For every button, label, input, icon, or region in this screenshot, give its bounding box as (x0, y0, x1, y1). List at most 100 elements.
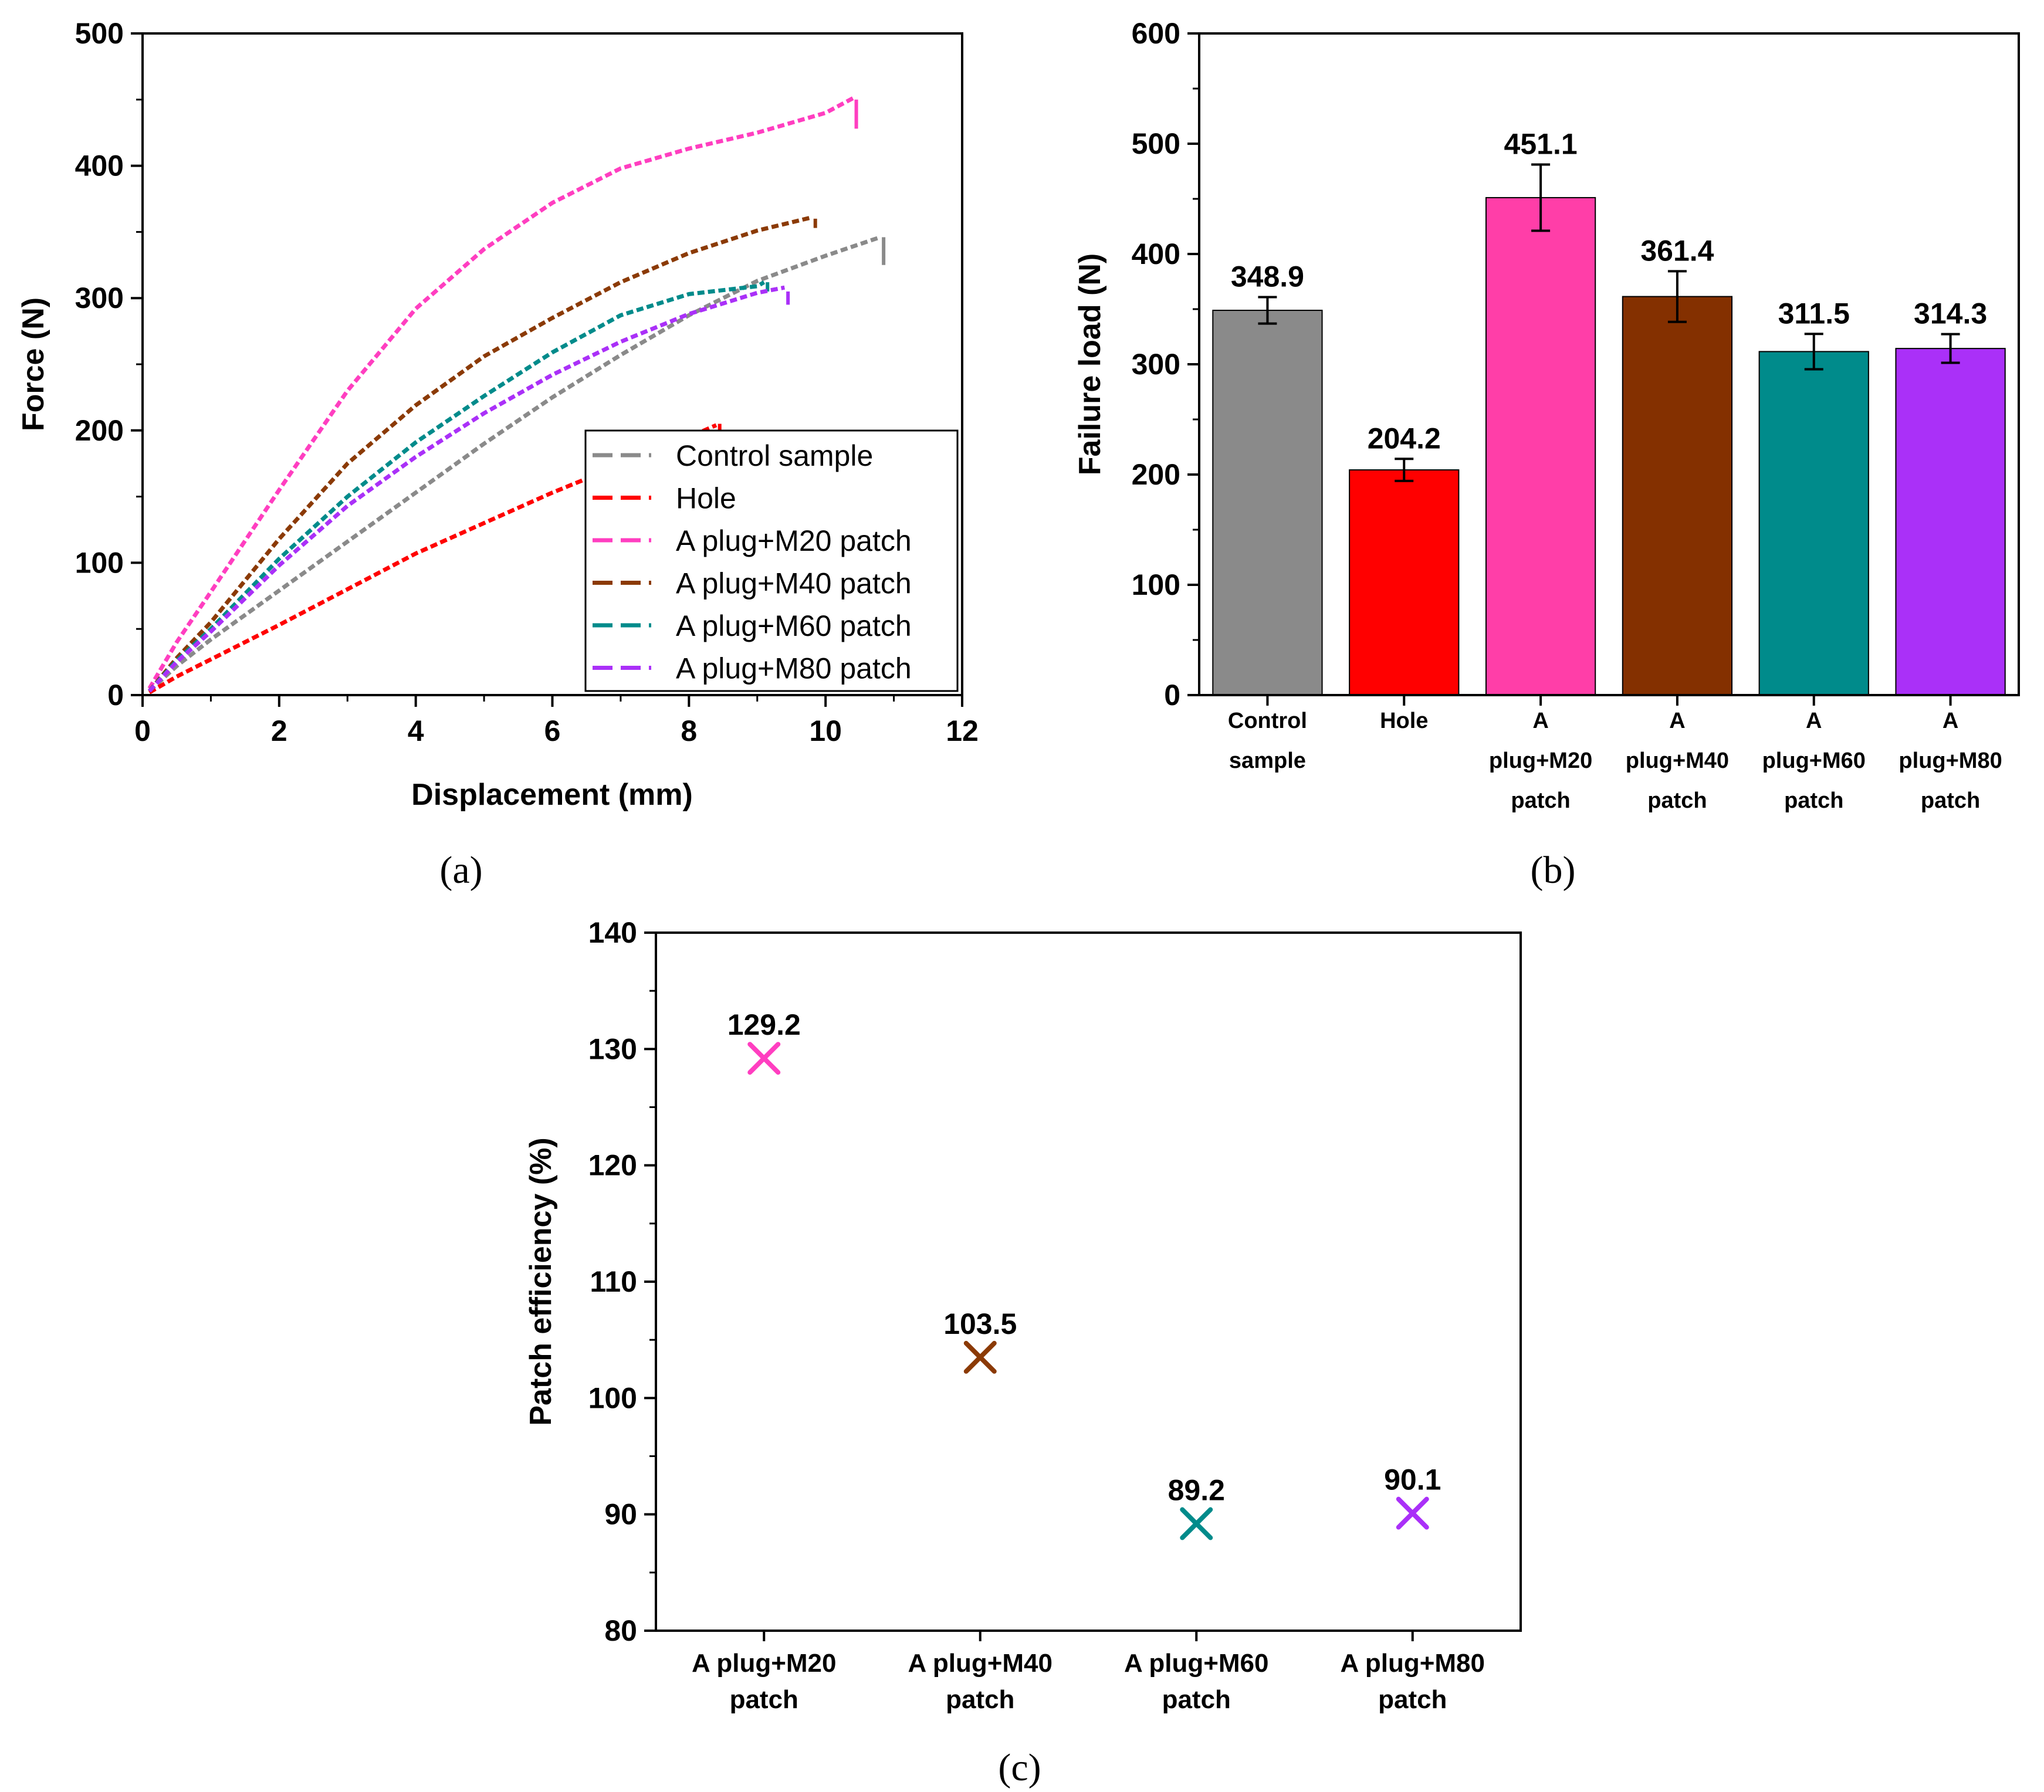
b-category-label: Hole (1380, 709, 1428, 733)
legend-label-3: A plug+M40 patch (676, 567, 912, 600)
bar-value-label-2: 451.1 (1504, 128, 1578, 161)
a-x-tick-label: 10 (809, 714, 842, 747)
b-category-label: A (1806, 709, 1822, 733)
b-y-tick-label: 200 (1132, 458, 1180, 491)
point-value-label-3: 90.1 (1384, 1464, 1441, 1496)
b-y-tick-label: 500 (1132, 127, 1180, 160)
bar-value-label-5: 314.3 (1914, 297, 1987, 330)
bar-value-label-4: 311.5 (1778, 297, 1850, 330)
panel-c-y-axis-title: Patch efficiency (%) (524, 1137, 558, 1425)
point-value-label-1: 103.5 (943, 1307, 1017, 1340)
a-x-tick-label: 4 (408, 714, 424, 747)
b-category-label: plug+M20 (1489, 748, 1592, 773)
c-category-label: A plug+M80 (1340, 1649, 1485, 1678)
x-marker-stroke (1180, 1507, 1213, 1540)
b-category-label: patch (1921, 788, 1980, 813)
legend-label-1: Hole (676, 482, 736, 515)
a-x-tick-label: 0 (134, 714, 151, 747)
panel-a-plot-frame (141, 32, 963, 696)
c-y-tick-label: 110 (590, 1265, 637, 1298)
series-line-2 (147, 96, 854, 690)
b-category-label: patch (1647, 788, 1707, 813)
c-category-label: patch (1162, 1685, 1231, 1714)
a-x-tick-label: 12 (946, 714, 979, 747)
a-x-tick-label: 8 (681, 714, 697, 747)
c-category-label: patch (946, 1685, 1014, 1714)
b-category-label: patch (1784, 788, 1843, 813)
b-category-label: A (1943, 709, 1958, 733)
a-y-tick-label: 0 (107, 679, 124, 712)
legend-label-5: A plug+M80 patch (676, 652, 912, 685)
a-y-tick-label: 400 (75, 150, 124, 182)
panel-c-scatter-chart: 129.2 103.5 89.2 90.1 80 90 100 110 120 130 140 A… (524, 916, 1522, 1789)
c-y-tick-label: 80 (604, 1614, 637, 1647)
x-marker-stroke (963, 1340, 997, 1374)
a-y-tick-label: 500 (75, 17, 124, 50)
series-line-1 (148, 423, 718, 695)
series-line-5 (148, 285, 785, 693)
c-y-tick-label: 140 (588, 916, 637, 949)
scatter-point-3 (1396, 1496, 1429, 1530)
x-marker-stroke (747, 1042, 781, 1075)
b-category-label: A (1669, 709, 1685, 733)
a-x-tick-label: 6 (544, 714, 561, 747)
c-y-tick-label: 100 (588, 1381, 637, 1414)
bar-value-label-3: 361.4 (1640, 234, 1714, 267)
panel-b-plot-frame (1198, 32, 2020, 696)
series-line-0 (148, 235, 881, 693)
bar-5 (1895, 348, 2006, 696)
a-y-tick-label: 200 (75, 414, 124, 447)
b-y-tick-label: 600 (1132, 17, 1180, 50)
c-y-tick-label: 130 (588, 1032, 637, 1065)
b-y-tick-label: 100 (1132, 568, 1180, 601)
b-category-label: plug+M60 (1762, 748, 1866, 773)
b-category-label: patch (1511, 788, 1570, 813)
bar-1 (1349, 469, 1460, 696)
b-category-label: sample (1229, 748, 1306, 773)
panel-b-y-axis-title: Failure load (N) (1073, 253, 1107, 475)
c-y-tick-label: 120 (588, 1149, 637, 1182)
panel-c-label: (c) (998, 1746, 1041, 1789)
panel-c-plot-frame (655, 931, 1522, 1632)
a-y-tick-label: 300 (75, 282, 124, 314)
a-y-tick-label: 100 (75, 546, 124, 579)
point-value-label-2: 89.2 (1168, 1474, 1225, 1507)
legend-box (584, 429, 959, 692)
c-category-label: A plug+M40 (908, 1649, 1053, 1678)
b-y-tick-label: 0 (1164, 679, 1180, 712)
scatter-point-0 (747, 1042, 781, 1075)
c-category-label: patch (730, 1685, 798, 1714)
panel-a-legend: Control sample Hole A plug+M20 patch A plug… (584, 429, 959, 692)
panel-a-y-axis-title: Force (N) (16, 297, 50, 431)
b-category-label: Control (1228, 709, 1307, 733)
b-category-label: A (1532, 709, 1548, 733)
bar-value-label-1: 204.2 (1368, 422, 1441, 455)
b-y-tick-label: 300 (1132, 348, 1180, 381)
panel-a-line-chart: 0 2 4 6 8 10 12 0 100 200 300 400 500 Displacement (… (16, 17, 979, 892)
panel-a-x-axis-title: Displacement (mm) (411, 778, 693, 812)
b-category-label: plug+M40 (1626, 748, 1729, 773)
panel-b-label: (b) (1531, 849, 1576, 892)
point-value-label-0: 129.2 (727, 1008, 801, 1041)
panel-b-bar-chart: 348.9 204.2 451.1 361.4 311.5 314.3 0 100 200 30… (1073, 17, 2020, 892)
scatter-point-2 (1180, 1507, 1213, 1540)
bar-4 (1758, 351, 1869, 696)
legend-label-2: A plug+M20 patch (676, 524, 912, 557)
c-category-label: A plug+M20 (692, 1649, 837, 1678)
c-y-tick-label: 90 (604, 1498, 637, 1531)
c-category-label: A plug+M60 (1124, 1649, 1269, 1678)
b-category-label: plug+M80 (1899, 748, 2002, 773)
bar-2 (1485, 197, 1596, 696)
a-x-tick-label: 2 (271, 714, 287, 747)
legend-label-4: A plug+M60 patch (676, 609, 912, 642)
scatter-point-1 (963, 1340, 997, 1374)
series-line-3 (147, 215, 813, 693)
b-y-tick-label: 400 (1132, 238, 1180, 270)
bar-value-label-0: 348.9 (1231, 260, 1304, 293)
legend-label-0: Control sample (676, 439, 873, 472)
c-category-label: patch (1378, 1685, 1447, 1714)
panel-a-label: (a) (439, 849, 482, 892)
bar-0 (1212, 310, 1323, 696)
bar-3 (1622, 296, 1733, 696)
